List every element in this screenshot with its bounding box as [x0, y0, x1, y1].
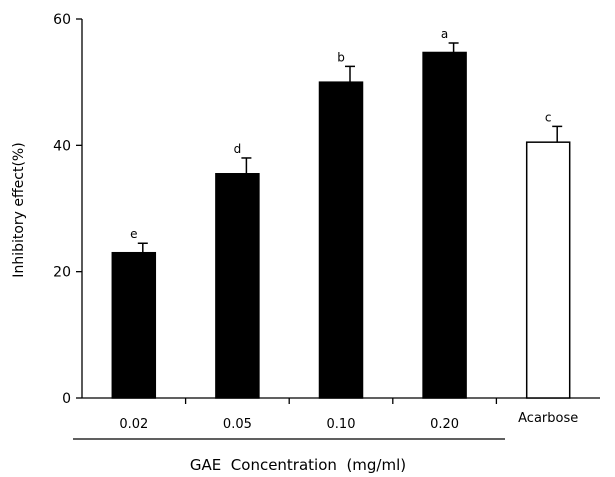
bar [318, 81, 364, 399]
bar [111, 251, 157, 399]
x-tick-label: Acarbose [518, 411, 578, 426]
x-axis-label: GAE Concentration (mg/ml) [190, 456, 406, 474]
bar [215, 173, 260, 399]
x-tick-label: 0.10 [327, 417, 356, 432]
labels: 0 20 40 60 e 0.02 d 0.05 b 0.10 a 0.20 c Acarbose [53, 12, 578, 432]
x-tick-label: 0.05 [223, 417, 252, 432]
bar [525, 141, 571, 399]
y-tick-label: 60 [53, 12, 71, 28]
y-tick-label: 20 [53, 265, 71, 281]
y-tick-label: 40 [53, 138, 71, 154]
y-axis-label: Inhibitory effect(%) [11, 142, 27, 277]
significance-label: d [234, 142, 242, 156]
y-tick-label: 0 [62, 391, 71, 407]
bar [422, 51, 467, 399]
significance-label: b [337, 50, 345, 64]
significance-label: a [441, 27, 448, 41]
x-tick-label: 0.02 [119, 417, 148, 432]
x-tick-label: 0.20 [430, 417, 459, 432]
bars [111, 42, 571, 399]
significance-label: c [545, 110, 552, 124]
significance-label: e [130, 227, 137, 241]
